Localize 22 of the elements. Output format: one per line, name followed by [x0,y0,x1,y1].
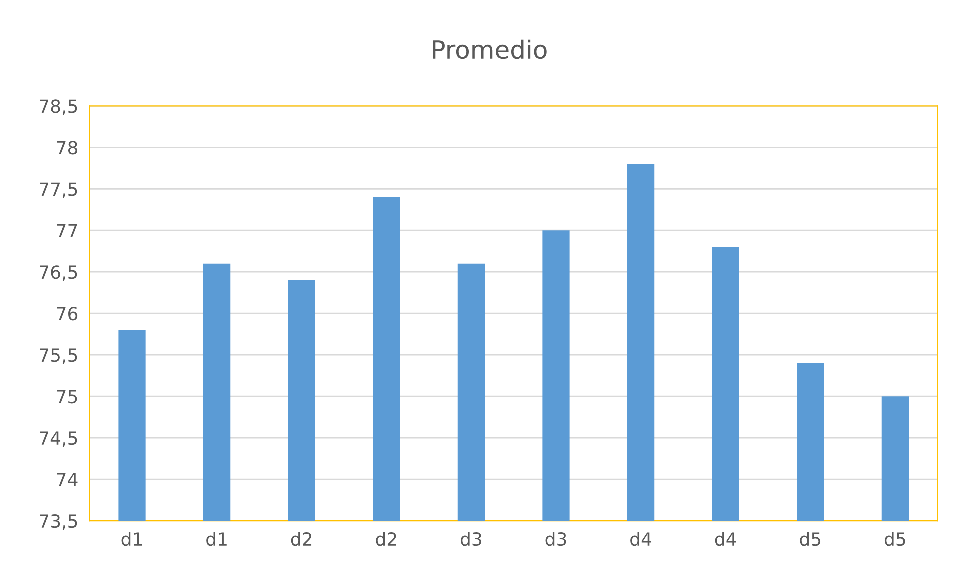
y-tick-label: 76,5 [40,266,78,282]
chart-title: Promedio [433,40,547,60]
y-tick-label: 77,5 [40,182,78,198]
y-tick-label: 78 [57,141,78,155]
x-tick-label: d2 [291,532,312,546]
x-tick-label: d4 [630,532,652,546]
x-tick-label: d2 [376,532,396,546]
y-tick-label: 74 [57,473,78,486]
x-tick-label: d5 [884,532,906,546]
y-tick-label: 74,5 [40,432,78,448]
y-tick-label: 75 [57,390,78,404]
x-tick-label: d4 [715,532,736,546]
y-tick-label: 75,5 [40,348,78,364]
y-tick-label: 78,5 [40,100,78,116]
x-tick-label: d5 [800,532,821,546]
x-tick-label: d1 [206,532,227,546]
y-tick-label: 76 [57,307,78,321]
y-tick-label: 73,5 [40,514,78,530]
y-tick-label: 77 [57,224,78,238]
x-tick-label: d3 [460,532,482,546]
x-tick-label: d3 [546,532,566,546]
x-tick-label: d1 [122,532,142,546]
